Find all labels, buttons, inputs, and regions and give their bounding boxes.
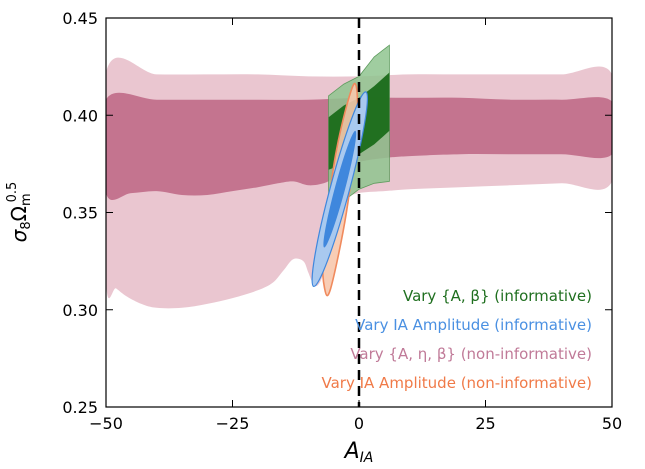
x-tick-label: −50: [89, 414, 123, 433]
x-tick-label: 50: [602, 414, 622, 433]
y-axis-label-sigma: σ: [7, 228, 31, 242]
y-tick-label: 0.40: [62, 106, 98, 125]
x-axis-label: AIA: [343, 439, 374, 466]
y-axis-label-sub: m: [19, 193, 34, 206]
legend: Vary {A, β} (informative) Vary IA Amplitu…: [322, 287, 593, 392]
legend-entry: Vary {A, η, β} (non-informative): [350, 345, 592, 363]
y-axis-label-sub8: 8: [19, 221, 34, 229]
contour-inf-amp-inner: [323, 130, 357, 248]
x-axis-label-sub: IA: [360, 450, 374, 466]
y-tick-label: 0.25: [62, 398, 98, 417]
y-axis-label-omega: Ω: [7, 206, 31, 221]
plot-area: [106, 18, 612, 407]
y-tick-label: 0.45: [62, 9, 98, 28]
x-tick-label: −25: [216, 414, 250, 433]
y-tick-label: 0.30: [62, 301, 98, 320]
legend-entry: Vary {A, β} (informative): [403, 287, 592, 305]
y-tick-label: 0.35: [62, 204, 98, 223]
y-axis-label-sup: 0.5: [5, 182, 20, 203]
y-axis-label: σ8Ωm0.5: [5, 182, 34, 243]
legend-entry: Vary IA Amplitude (non-informative): [322, 374, 593, 392]
x-axis-label-main: A: [343, 439, 360, 464]
x-tick-label: 25: [475, 414, 495, 433]
x-tick-label: 0: [354, 414, 364, 433]
legend-entry: Vary IA Amplitude (informative): [355, 316, 592, 334]
axis-ticks: −50 −25 0 25 50 0.25 0.30 0.35 0.40 0.45: [62, 9, 622, 433]
